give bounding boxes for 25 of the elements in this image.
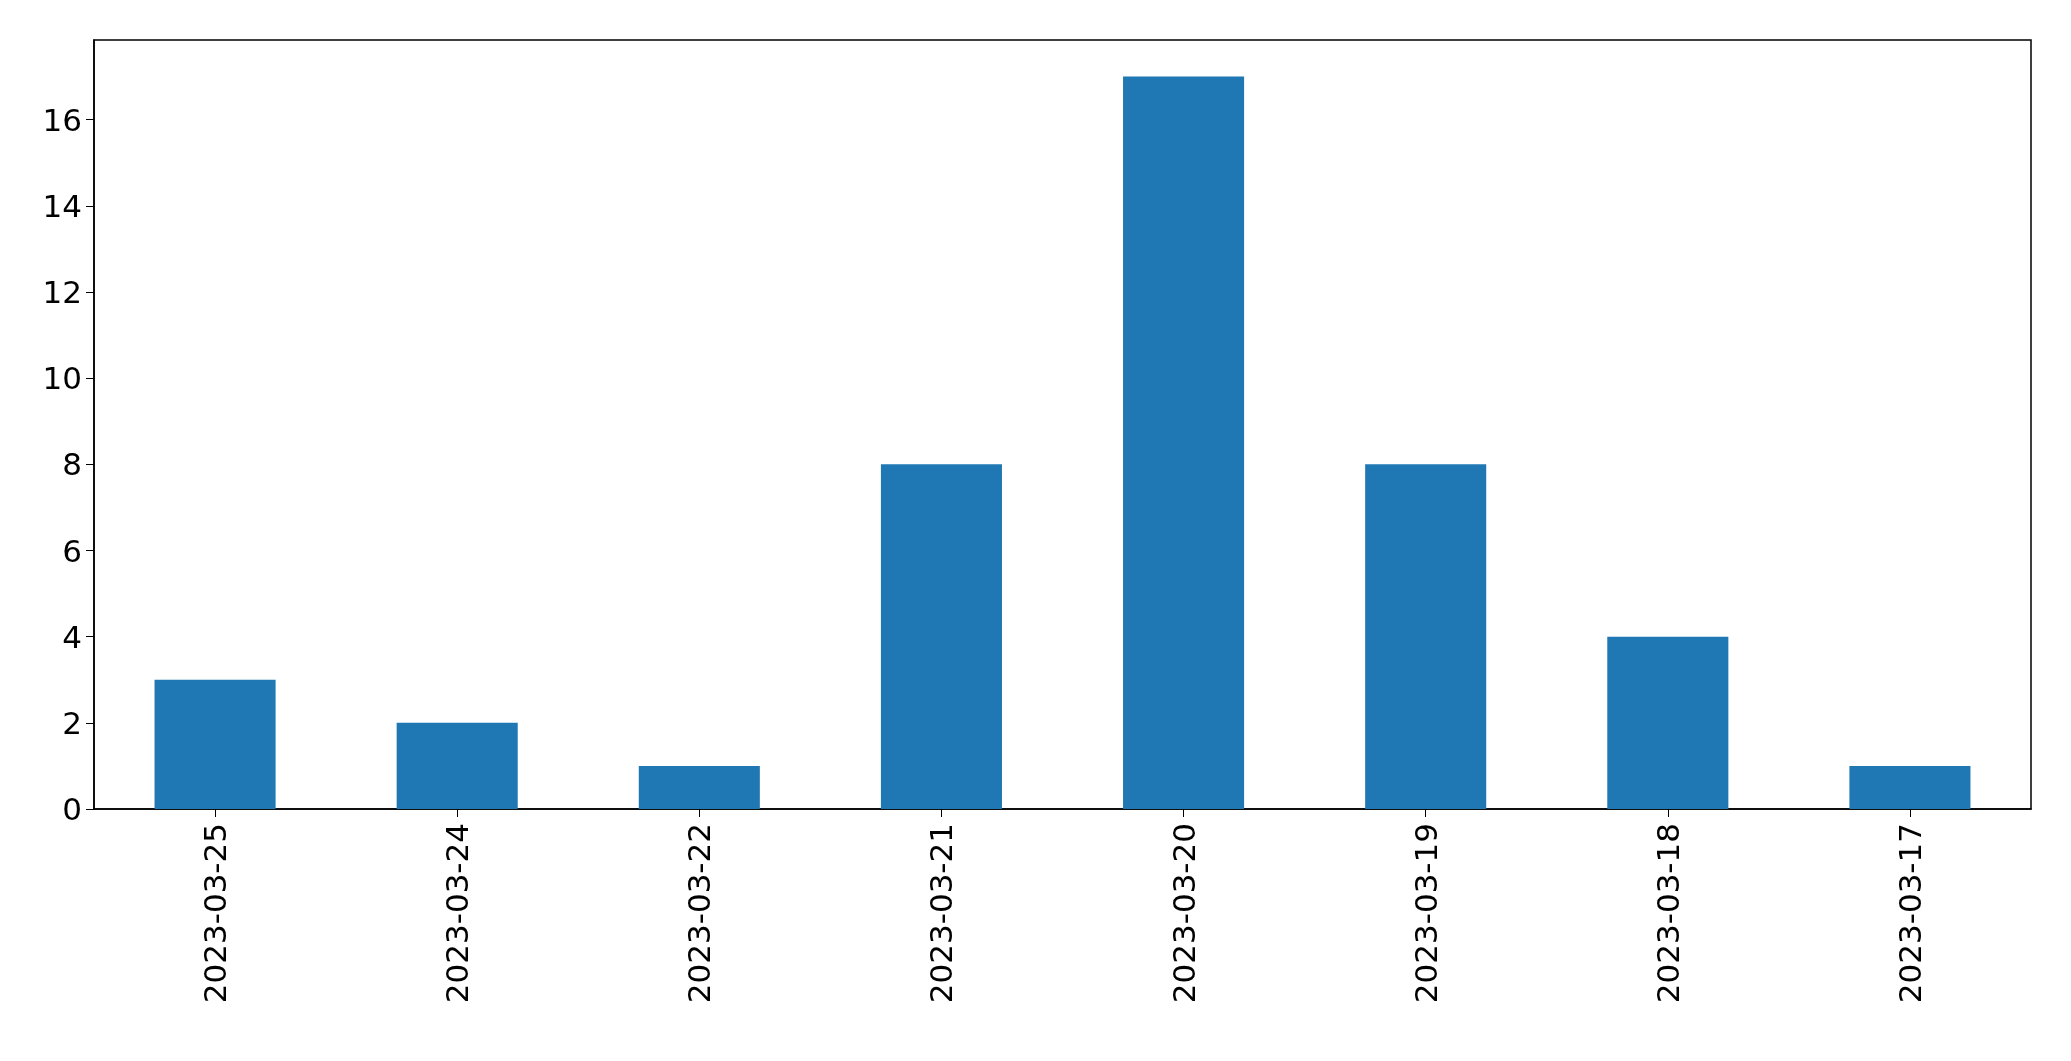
x-tick-label: 2023-03-17 (1891, 823, 1928, 1004)
bar (396, 722, 518, 809)
bar (638, 765, 760, 809)
bar (1849, 765, 1971, 809)
y-tick-label: 6 (62, 532, 82, 569)
x-tick-label: 2023-03-18 (1649, 823, 1686, 1004)
y-tick-label: 0 (62, 791, 82, 827)
y-tick-label: 8 (62, 446, 82, 483)
x-tick-label: 2023-03-24 (439, 823, 476, 1004)
y-tick-label: 12 (42, 274, 82, 311)
bar (1607, 636, 1729, 809)
y-tick-label: 4 (62, 618, 82, 655)
x-tick-label: 2023-03-25 (197, 823, 234, 1004)
x-tick-label: 2023-03-22 (681, 823, 718, 1004)
y-tick-label: 14 (42, 187, 82, 224)
y-tick-label: 16 (42, 101, 82, 138)
x-tick-label: 2023-03-19 (1407, 823, 1444, 1004)
y-tick-label: 10 (42, 360, 82, 397)
x-tick-label: 2023-03-21 (923, 823, 960, 1004)
x-tick-label: 2023-03-20 (1165, 823, 1202, 1004)
bar (1123, 76, 1245, 809)
bar (880, 464, 1002, 809)
bar (1365, 464, 1487, 809)
bar (154, 679, 276, 809)
y-tick-label: 2 (62, 704, 82, 741)
